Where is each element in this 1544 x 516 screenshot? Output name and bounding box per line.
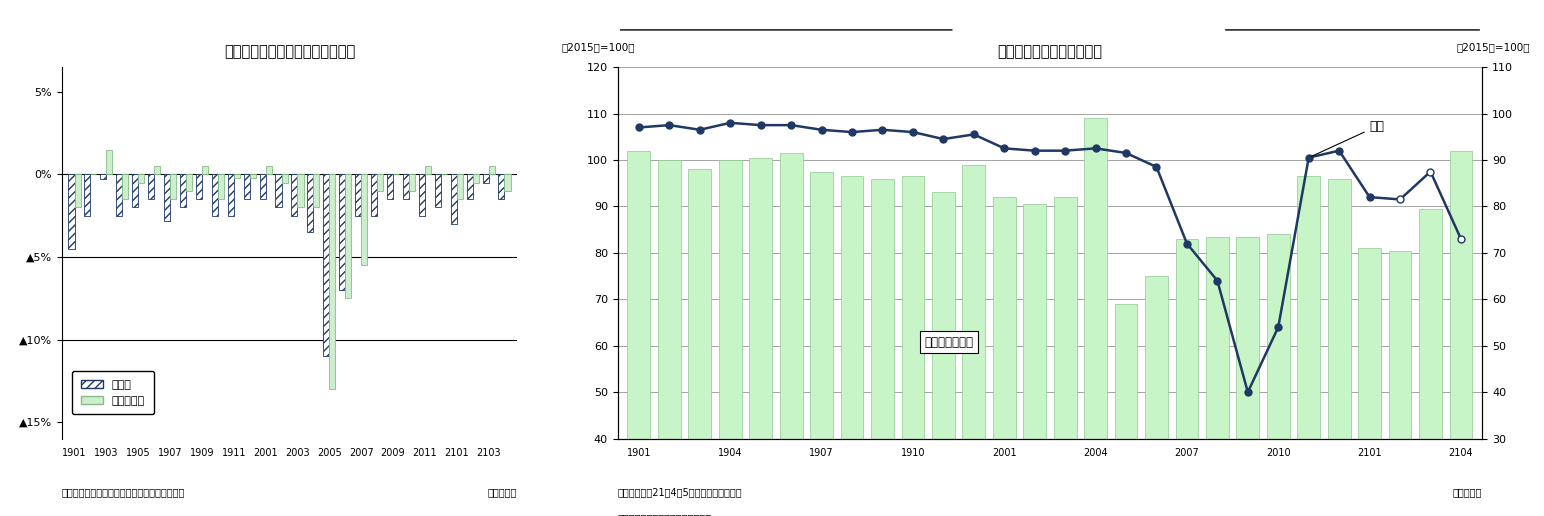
Bar xyxy=(457,174,463,199)
Bar xyxy=(259,174,266,199)
Bar xyxy=(962,165,985,516)
Bar xyxy=(212,174,218,216)
Bar xyxy=(1328,179,1351,516)
Bar xyxy=(627,151,650,516)
Text: 在庫（右目盛）: 在庫（右目盛） xyxy=(925,336,974,349)
Bar xyxy=(250,174,256,178)
Bar xyxy=(871,179,894,516)
Bar xyxy=(1206,236,1229,516)
Bar xyxy=(1419,208,1442,516)
Bar xyxy=(281,174,287,183)
Text: （資料）経済産業省「製造工業生産予測指数」: （資料）経済産業省「製造工業生産予測指数」 xyxy=(62,487,185,497)
Bar xyxy=(451,174,457,224)
Text: 生産: 生産 xyxy=(1311,120,1385,156)
Bar xyxy=(122,174,128,199)
Title: 輸送機械の生産、在庫動向: 輸送機械の生産、在庫動向 xyxy=(997,44,1102,59)
Bar xyxy=(233,174,239,178)
Bar xyxy=(266,166,272,174)
Bar xyxy=(488,166,494,174)
Bar xyxy=(227,174,233,216)
Bar xyxy=(107,150,113,174)
Bar xyxy=(85,174,91,216)
Legend: 実現率, 予測修正率: 実現率, 予測修正率 xyxy=(73,371,154,414)
Bar xyxy=(1237,236,1260,516)
Bar xyxy=(425,166,431,174)
Text: （注）生産の21年4、5月は予測指数で延長: （注）生産の21年4、5月は予測指数で延長 xyxy=(618,487,743,497)
Bar xyxy=(292,174,298,216)
Bar xyxy=(371,174,377,216)
Bar xyxy=(388,174,394,199)
Bar xyxy=(1450,151,1473,516)
Bar xyxy=(218,174,224,199)
Bar xyxy=(1359,248,1380,516)
Bar xyxy=(244,174,250,199)
Text: （2015年=100）: （2015年=100） xyxy=(562,42,635,52)
Bar xyxy=(1115,304,1138,516)
Bar xyxy=(902,176,925,516)
Bar xyxy=(418,174,425,216)
Bar xyxy=(811,171,834,516)
Bar xyxy=(1297,176,1320,516)
Bar xyxy=(164,174,170,221)
Bar xyxy=(466,174,472,199)
Bar xyxy=(933,192,954,516)
Bar xyxy=(720,160,741,516)
Bar xyxy=(780,153,803,516)
Bar xyxy=(355,174,361,216)
Text: （年・月）: （年・月） xyxy=(1453,487,1482,497)
Bar xyxy=(1146,276,1167,516)
Text: （資料）経済産業省「鉱工業指数」: （資料）経済産業省「鉱工業指数」 xyxy=(618,513,712,516)
Bar xyxy=(403,174,409,199)
Text: （2015年=100）: （2015年=100） xyxy=(1456,42,1530,52)
Text: （年・月）: （年・月） xyxy=(488,487,517,497)
Bar xyxy=(307,174,313,232)
Bar xyxy=(340,174,346,290)
Bar xyxy=(1266,234,1289,516)
Bar xyxy=(275,174,281,207)
Bar xyxy=(185,174,191,191)
Bar xyxy=(154,166,161,174)
Bar xyxy=(196,174,202,199)
Bar xyxy=(689,169,712,516)
Bar xyxy=(840,176,863,516)
Bar xyxy=(170,174,176,199)
Bar xyxy=(1084,118,1107,516)
Bar xyxy=(139,174,144,183)
Bar xyxy=(658,160,681,516)
Bar xyxy=(505,174,511,191)
Bar xyxy=(298,174,304,207)
Bar xyxy=(133,174,139,207)
Bar xyxy=(993,197,1016,516)
Bar xyxy=(472,174,479,183)
Bar xyxy=(377,174,383,191)
Bar xyxy=(313,174,320,207)
Bar xyxy=(749,158,772,516)
Bar xyxy=(346,174,352,298)
Bar xyxy=(1053,197,1076,516)
Bar xyxy=(409,174,415,191)
Bar xyxy=(68,174,74,249)
Bar xyxy=(361,174,367,265)
Title: 最近の実現率、予測修正率の推移: 最近の実現率、予測修正率の推移 xyxy=(224,44,355,59)
Bar xyxy=(181,174,185,207)
Bar xyxy=(323,174,329,356)
Bar xyxy=(100,174,107,180)
Bar xyxy=(499,174,505,199)
Bar xyxy=(1175,239,1198,516)
Bar xyxy=(483,174,488,183)
Bar xyxy=(202,166,208,174)
Bar xyxy=(148,174,154,199)
Bar xyxy=(1024,204,1047,516)
Bar xyxy=(1388,250,1411,516)
Bar xyxy=(74,174,80,207)
Bar xyxy=(329,174,335,389)
Bar xyxy=(435,174,440,207)
Bar xyxy=(116,174,122,216)
